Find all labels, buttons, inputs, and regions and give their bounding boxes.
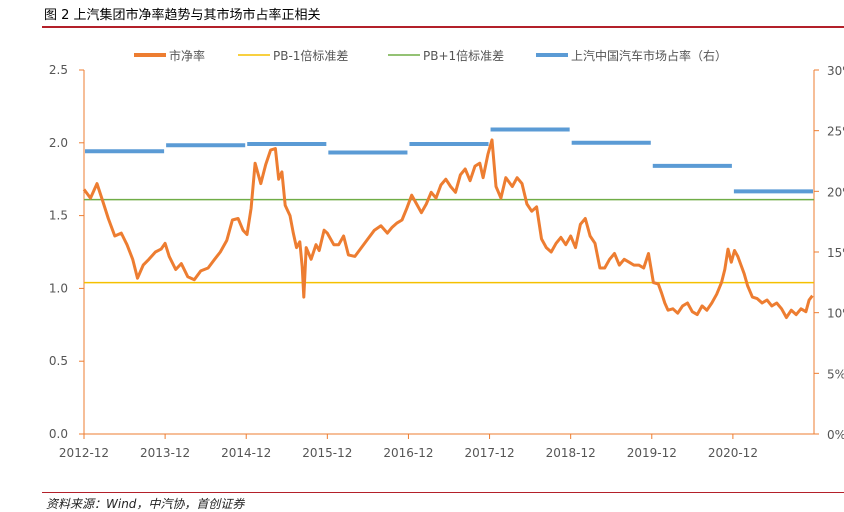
x-tick-label: 2015-12: [302, 446, 352, 460]
y-left-tick-label: 2.5: [49, 63, 68, 77]
x-tick-label: 2020-12: [708, 446, 758, 460]
x-tick-label: 2012-12: [59, 446, 109, 460]
y-right-tick-label: 15%: [827, 246, 844, 260]
legend-label: 上汽中国汽车市场占率（右）: [571, 48, 727, 63]
y-right-tick-label: 25%: [827, 125, 844, 139]
y-left-tick-label: 0.5: [49, 354, 68, 368]
y-right-tick-label: 0%: [827, 428, 844, 442]
x-tick-label: 2013-12: [140, 446, 190, 460]
legend-item-pb-minus: PB-1倍标准差: [238, 48, 348, 63]
y-left-tick-label: 2.0: [49, 136, 68, 150]
footer-divider: [42, 492, 844, 493]
axes: 0.0 0.5 1.0 1.5 2.0 2.5 0% 5% 10% 15% 20% 25% 30% 201…: [49, 63, 844, 460]
legend-item-share: 上汽中国汽车市场占率（右）: [536, 48, 727, 63]
y-right-tick-label: 10%: [827, 307, 844, 321]
x-tick-label: 2014-12: [221, 446, 271, 460]
x-tick-label: 2017-12: [464, 446, 514, 460]
y-left-tick-label: 1.0: [49, 281, 68, 295]
legend-label: 市净率: [169, 48, 205, 63]
y-right-tick-label: 30%: [827, 64, 844, 78]
legend: 市净率 PB-1倍标准差 PB+1倍标准差 上汽中国汽车市场占率（右）: [134, 48, 727, 63]
legend-label: PB-1倍标准差: [273, 48, 348, 63]
source-note: 资料来源：Wind，中汽协，首创证券: [46, 497, 245, 511]
pb-ratio-line: [82, 138, 814, 319]
x-tick-label: 2019-12: [627, 446, 677, 460]
legend-label: PB+1倍标准差: [423, 48, 504, 63]
legend-item-pb: 市净率: [134, 48, 205, 63]
x-tick-label: 2018-12: [546, 446, 596, 460]
chart-title: 图 2 上汽集团市净率趋势与其市场市占率正相关: [44, 8, 321, 23]
y-left-tick-label: 0.0: [49, 427, 68, 441]
chart-svg: 市净率 PB-1倍标准差 PB+1倍标准差 上汽中国汽车市场占率（右） 0.0 0.5 1…: [49, 48, 844, 460]
series-layer: [82, 127, 814, 319]
y-right-tick-label: 5%: [827, 367, 844, 381]
legend-item-pb-plus: PB+1倍标准差: [388, 48, 504, 63]
y-right-tick-label: 20%: [827, 185, 844, 199]
x-tick-label: 2016-12: [383, 446, 433, 460]
y-left-tick-label: 1.5: [49, 209, 68, 223]
title-divider: [42, 26, 844, 28]
